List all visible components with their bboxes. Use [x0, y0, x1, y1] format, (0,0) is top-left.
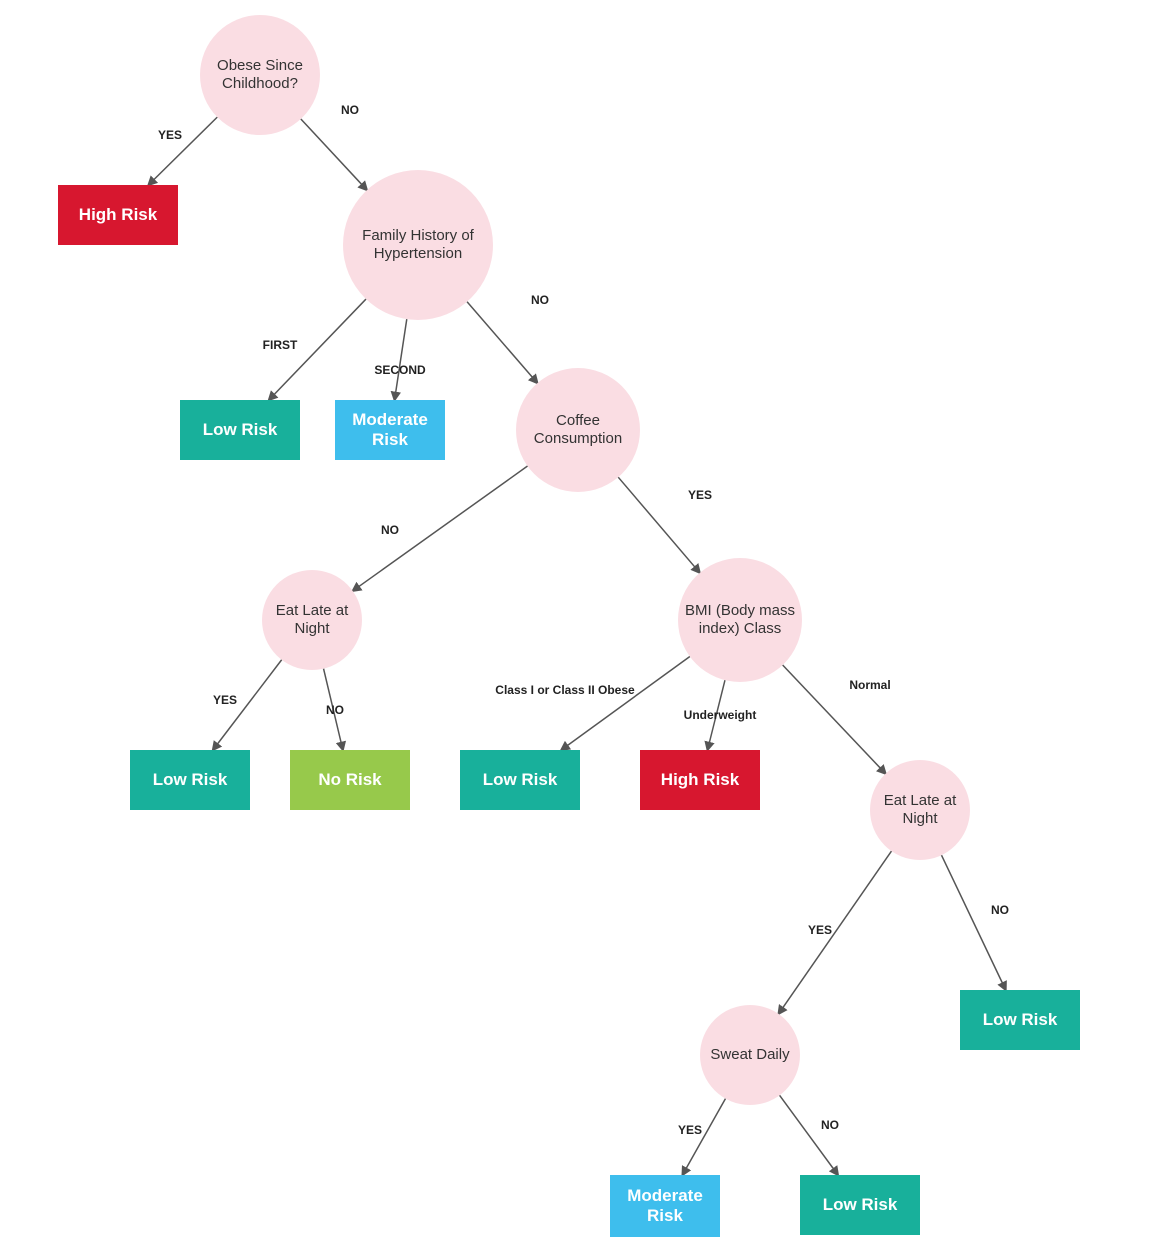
edge-line [561, 656, 690, 750]
outcome-node: High Risk [640, 750, 760, 810]
decision-node: Family History of Hypertension [343, 170, 493, 320]
edge-label: SECOND [374, 363, 425, 377]
edge-label: NO [326, 703, 344, 717]
edge-label: NO [991, 903, 1009, 917]
edge-label: NO [341, 103, 359, 117]
outcome-node: Low Risk [460, 750, 580, 810]
edge-label: NO [381, 523, 399, 537]
decision-node: Obese Since Childhood? [200, 15, 320, 135]
edge-line [301, 119, 367, 190]
edge-label: YES [808, 923, 832, 937]
edge-label: NO [531, 293, 549, 307]
decision-tree-canvas: Obese Since Childhood?Family History of … [0, 0, 1150, 1257]
edge-label: YES [678, 1123, 702, 1137]
edge-label: NO [821, 1118, 839, 1132]
outcome-node: Low Risk [130, 750, 250, 810]
decision-node: Eat Late at Night [870, 760, 970, 860]
edge-label: YES [213, 693, 237, 707]
edge-label: YES [158, 128, 182, 142]
edge-label: FIRST [263, 338, 298, 352]
outcome-node: Low Risk [960, 990, 1080, 1050]
edge-line [353, 466, 528, 591]
edge-label: YES [688, 488, 712, 502]
edge-line [780, 1095, 838, 1175]
outcome-node: High Risk [58, 185, 178, 245]
edge-line [941, 855, 1005, 990]
outcome-node: Moderate Risk [335, 400, 445, 460]
edge-line [467, 302, 537, 383]
edge-label: Normal [849, 678, 890, 692]
decision-node: Sweat Daily [700, 1005, 800, 1105]
outcome-node: No Risk [290, 750, 410, 810]
decision-node: BMI (Body mass index) Class [678, 558, 802, 682]
decision-node: Coffee Consumption [516, 368, 640, 492]
decision-node: Eat Late at Night [262, 570, 362, 670]
outcome-node: Low Risk [800, 1175, 920, 1235]
edge-label: Underweight [684, 708, 757, 722]
outcome-node: Low Risk [180, 400, 300, 460]
edge-line [395, 319, 407, 400]
edge-label: Class I or Class II Obese [495, 683, 634, 697]
edge-line [779, 851, 892, 1014]
outcome-node: Moderate Risk [610, 1175, 720, 1237]
